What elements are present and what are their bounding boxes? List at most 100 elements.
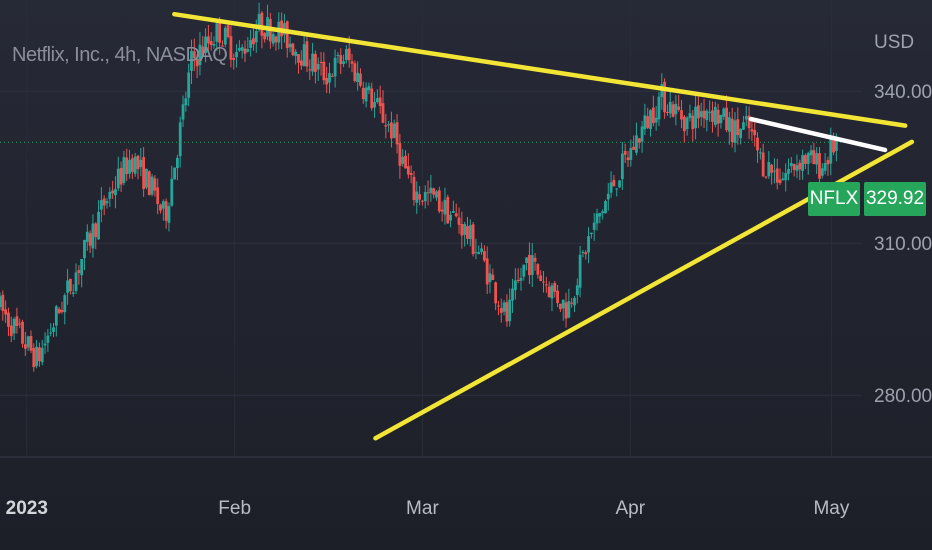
y-tick-label-1: 310.00 xyxy=(874,234,932,255)
candle-125 xyxy=(350,53,354,73)
candles xyxy=(0,2,838,372)
candle-159 xyxy=(446,194,450,224)
candle-230 xyxy=(646,107,650,130)
candle-115 xyxy=(322,52,326,85)
candle-275 xyxy=(773,158,776,184)
candle-212 xyxy=(595,208,599,231)
candle-126 xyxy=(353,60,357,83)
candle-110 xyxy=(308,59,312,80)
candle-217 xyxy=(609,171,613,198)
candle-229 xyxy=(643,103,647,136)
candle-43 xyxy=(119,161,123,192)
candle-284 xyxy=(798,159,802,181)
candle-194 xyxy=(544,276,548,293)
candle-82 xyxy=(229,25,233,68)
candle-79 xyxy=(221,40,224,47)
candle-189 xyxy=(530,243,534,288)
x-tick-label-0: 2023 xyxy=(6,498,48,519)
candle-118 xyxy=(330,73,334,78)
candle-36 xyxy=(99,187,103,223)
candle-129 xyxy=(361,81,365,104)
candle-202 xyxy=(567,288,571,319)
candle-144 xyxy=(404,150,407,169)
candle-95 xyxy=(266,4,269,41)
candle-28 xyxy=(77,265,81,285)
candle-227 xyxy=(637,137,641,149)
candle-132 xyxy=(370,82,374,111)
candle-116 xyxy=(325,66,329,94)
candle-276 xyxy=(775,158,779,190)
candle-61 xyxy=(170,165,174,207)
candle-258 xyxy=(725,95,728,133)
candle-165 xyxy=(463,221,467,247)
candle-47 xyxy=(130,154,134,180)
trendline-upper-resistance[interactable] xyxy=(172,11,908,128)
candle-190 xyxy=(533,253,537,271)
trendline-inner-resistance[interactable] xyxy=(748,116,888,153)
candle-214 xyxy=(601,209,605,220)
candle-21 xyxy=(57,306,61,315)
candle-281 xyxy=(789,157,793,173)
candle-239 xyxy=(671,101,675,118)
x-tick-label-2: Mar xyxy=(406,498,439,519)
candle-156 xyxy=(437,186,441,214)
candle-237 xyxy=(666,104,669,116)
candle-5 xyxy=(12,317,16,341)
candle-22 xyxy=(60,301,64,314)
candle-263 xyxy=(739,128,743,145)
candle-69 xyxy=(192,38,196,71)
candle-139 xyxy=(390,111,393,148)
candle-4 xyxy=(9,316,13,343)
candle-12 xyxy=(32,343,36,372)
candle-196 xyxy=(550,282,554,312)
candle-259 xyxy=(727,111,731,145)
candle-254 xyxy=(713,101,717,128)
candle-112 xyxy=(314,50,317,84)
candle-113 xyxy=(316,57,320,82)
candle-247 xyxy=(694,94,697,140)
candle-179 xyxy=(502,300,506,316)
x-tick-label-4: May xyxy=(813,498,849,519)
candle-171 xyxy=(480,242,483,255)
candle-74 xyxy=(206,24,210,51)
candle-222 xyxy=(623,143,627,163)
candle-81 xyxy=(226,22,230,39)
candle-24 xyxy=(66,268,69,305)
candle-130 xyxy=(364,82,368,108)
candle-153 xyxy=(429,174,433,202)
candle-15 xyxy=(40,339,44,366)
candle-238 xyxy=(668,90,672,119)
candle-87 xyxy=(243,40,247,63)
candle-151 xyxy=(423,185,427,209)
candle-7 xyxy=(18,318,22,329)
candle-13 xyxy=(35,340,39,369)
time-axis: 2023 Feb Mar Apr May xyxy=(6,498,850,519)
candle-40 xyxy=(111,180,115,199)
candle-72 xyxy=(201,36,205,57)
candle-146 xyxy=(409,165,413,184)
candle-207 xyxy=(581,249,585,258)
candle-128 xyxy=(359,68,362,88)
candle-233 xyxy=(654,105,658,131)
candle-268 xyxy=(753,120,757,147)
candle-235 xyxy=(660,73,664,110)
candle-134 xyxy=(375,89,379,104)
candle-243 xyxy=(682,114,686,143)
candle-178 xyxy=(499,298,503,323)
candle-170 xyxy=(477,245,481,255)
candle-197 xyxy=(553,280,557,298)
candle-41 xyxy=(114,176,117,209)
candle-20 xyxy=(54,304,58,337)
candle-88 xyxy=(246,37,250,53)
candle-9 xyxy=(23,331,27,357)
candle-161 xyxy=(451,200,455,213)
candle-65 xyxy=(181,95,185,128)
candle-6 xyxy=(15,307,19,334)
x-tick-label-1: Feb xyxy=(218,498,251,519)
candle-288 xyxy=(809,145,813,164)
candle-274 xyxy=(770,163,774,185)
candle-173 xyxy=(485,246,489,294)
candle-48 xyxy=(133,152,137,177)
candle-162 xyxy=(454,203,458,218)
